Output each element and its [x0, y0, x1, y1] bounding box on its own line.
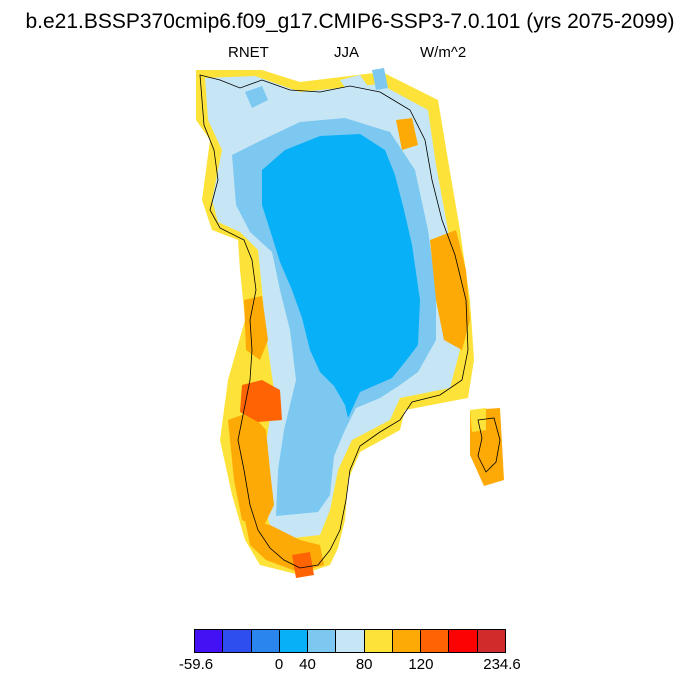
ice-sheet-core [262, 134, 420, 418]
colorbar-swatch-0 [195, 630, 224, 652]
colorbar [194, 629, 506, 653]
colorbar-swatch-5 [336, 630, 365, 652]
colorbar-swatch-3 [279, 630, 309, 652]
coast-patch-ne [396, 118, 418, 150]
colorbar-swatch-9 [449, 630, 478, 652]
coast-patch-nw [244, 296, 268, 360]
colorbar-swatch-4 [308, 630, 337, 652]
coast-patch-east [430, 230, 470, 350]
coast-hotspot [240, 380, 282, 422]
coast-hotspot-south [292, 552, 314, 578]
season-label: JJA [334, 44, 360, 61]
coast-patch-west [228, 412, 274, 530]
colorbar-label-0: -59.6 [178, 656, 214, 673]
colorbar-label-5: 234.6 [483, 656, 521, 673]
north-coast-pixels [210, 75, 372, 120]
colorbar-label-3: 80 [355, 656, 373, 673]
colorbar-swatch-8 [421, 630, 450, 652]
coastline [199, 74, 469, 569]
colorbar-swatch-2 [251, 630, 280, 652]
units-label: W/m^2 [420, 44, 467, 61]
colorbar-label-1: 0 [274, 656, 284, 673]
colorbar-swatch-10 [477, 630, 505, 652]
figure-title: b.e21.BSSP370cmip6.f09_g17.CMIP6-SSP3-7.… [25, 10, 675, 33]
north-coast-pixels-blue [245, 68, 388, 108]
colorbar-swatch-6 [364, 630, 393, 652]
colorbar-label-4: 120 [408, 656, 434, 673]
colorbar-swatch-1 [223, 630, 252, 652]
island-coastline [477, 417, 501, 473]
colorbar-swatch-7 [392, 630, 422, 652]
variable-label: RNET [228, 44, 269, 61]
colorbar-label-2: 40 [299, 656, 316, 673]
